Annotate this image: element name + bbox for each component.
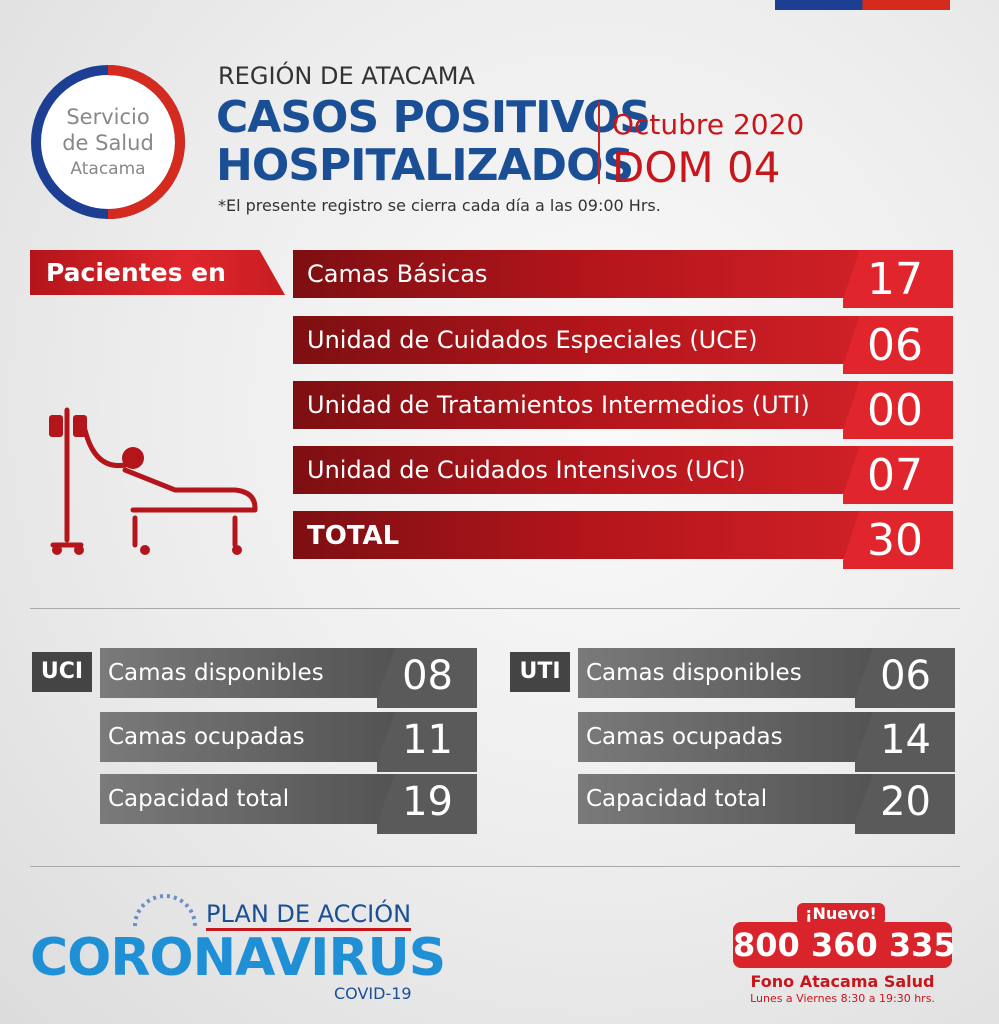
logo-ring bbox=[31, 65, 185, 219]
unit-label: UCI bbox=[32, 652, 92, 692]
row-label: Unidad de Tratamientos Intermedios (UTI) bbox=[307, 391, 810, 419]
row-value: 17 bbox=[867, 254, 923, 305]
campaign: CORONAVIRUS bbox=[30, 928, 446, 988]
value-tab bbox=[843, 446, 953, 504]
patient-row: Unidad de Cuidados Intensivos (UCI) 07 bbox=[293, 446, 953, 504]
virus-icon bbox=[133, 894, 197, 927]
new-badge: ¡Nuevo! bbox=[797, 903, 885, 925]
value-tab bbox=[843, 250, 953, 308]
row-label: Camas Básicas bbox=[307, 260, 488, 288]
value-tab bbox=[855, 774, 955, 834]
note: *El presente registro se cierra cada día… bbox=[218, 196, 661, 215]
campaign-sub: COVID-19 bbox=[334, 984, 412, 1003]
separator bbox=[30, 866, 960, 867]
row-value: 06 bbox=[867, 320, 923, 371]
value-tab bbox=[855, 648, 955, 708]
separator bbox=[30, 608, 960, 609]
row-label: Capacidad total bbox=[108, 786, 290, 812]
bed-row: Camas ocupadas 11 bbox=[100, 712, 477, 772]
value-tab bbox=[377, 712, 477, 772]
date-day: DOM 04 bbox=[612, 143, 781, 192]
logo-line: Atacama bbox=[70, 159, 146, 179]
value-tab bbox=[377, 774, 477, 834]
phone-label: Fono Atacama Salud bbox=[750, 972, 935, 991]
unit-label: UTI bbox=[510, 652, 570, 692]
month: Octubre bbox=[612, 108, 725, 141]
row-label: Unidad de Cuidados Especiales (UCE) bbox=[307, 326, 758, 354]
section-label: Pacientes en bbox=[46, 258, 226, 287]
hospital-bed-icon bbox=[49, 407, 258, 555]
logo-line: Servicio bbox=[66, 105, 150, 129]
patient-row: Camas Básicas 17 bbox=[293, 250, 953, 308]
row-label: Camas ocupadas bbox=[108, 724, 305, 750]
divider bbox=[598, 102, 600, 184]
row-value: 11 bbox=[402, 717, 453, 763]
bed-row: Camas ocupadas 14 bbox=[578, 712, 955, 772]
row-value: 14 bbox=[880, 717, 931, 763]
year: 2020 bbox=[732, 108, 805, 141]
phone: 800 360 335 bbox=[733, 922, 956, 968]
bed-row: Capacidad total 20 bbox=[578, 774, 955, 834]
plan-label: PLAN DE ACCIÓN bbox=[206, 900, 412, 931]
patient-row: Unidad de Cuidados Especiales (UCE) 06 bbox=[293, 316, 953, 374]
logo-text: Servicio de Salud Atacama bbox=[38, 104, 178, 182]
total-value: 30 bbox=[867, 515, 923, 566]
row-label: Capacidad total bbox=[586, 786, 768, 812]
row-value: 08 bbox=[402, 653, 453, 699]
total-label: TOTAL bbox=[307, 521, 400, 551]
row-value: 07 bbox=[867, 450, 923, 501]
value-tab bbox=[855, 712, 955, 772]
row-value: 06 bbox=[880, 653, 931, 699]
date-month: Octubre 2020 bbox=[612, 108, 804, 141]
section-label-bar: Pacientes en bbox=[30, 250, 285, 295]
bed-row: Camas disponibles 06 bbox=[578, 648, 955, 708]
title-line: CASOS POSITIVOS bbox=[216, 92, 651, 143]
flag-strip bbox=[775, 0, 950, 10]
total-row: TOTAL 30 bbox=[293, 511, 953, 569]
patient-row: Unidad de Tratamientos Intermedios (UTI)… bbox=[293, 381, 953, 439]
row-label: Camas disponibles bbox=[108, 660, 324, 686]
row-value: 19 bbox=[402, 779, 453, 825]
hours: Lunes a Viernes 8:30 a 19:30 hrs. bbox=[750, 992, 935, 1005]
logo-line: de Salud bbox=[62, 131, 154, 155]
row-value: 20 bbox=[880, 779, 931, 825]
row-label: Unidad de Cuidados Intensivos (UCI) bbox=[307, 456, 746, 484]
value-tab bbox=[377, 648, 477, 708]
bed-row: Camas disponibles 08 bbox=[100, 648, 477, 708]
bed-row: Capacidad total 19 bbox=[100, 774, 477, 834]
row-label: Camas disponibles bbox=[586, 660, 802, 686]
region: REGIÓN DE ATACAMA bbox=[218, 62, 475, 90]
value-tab bbox=[843, 381, 953, 439]
row-label: Camas ocupadas bbox=[586, 724, 783, 750]
value-tab bbox=[843, 511, 953, 569]
row-value: 00 bbox=[867, 385, 923, 436]
title-line: HOSPITALIZADOS bbox=[216, 140, 634, 191]
value-tab bbox=[843, 316, 953, 374]
